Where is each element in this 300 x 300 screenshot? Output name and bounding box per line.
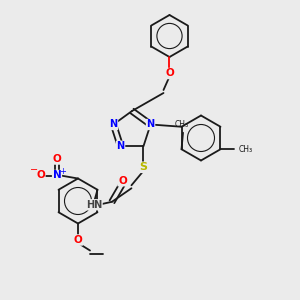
Text: O: O	[52, 154, 62, 164]
Text: N: N	[52, 170, 62, 181]
Text: N: N	[110, 119, 118, 130]
Text: O: O	[165, 68, 174, 79]
Text: CH₃: CH₃	[175, 120, 189, 129]
Text: O: O	[36, 170, 45, 181]
Text: N: N	[116, 141, 124, 151]
Text: CH₃: CH₃	[238, 145, 253, 154]
Text: −: −	[30, 165, 39, 175]
Text: +: +	[59, 167, 66, 176]
Text: O: O	[118, 176, 127, 186]
Text: S: S	[140, 162, 148, 172]
Text: HN: HN	[86, 200, 102, 210]
Text: N: N	[146, 119, 154, 130]
Text: O: O	[74, 235, 82, 245]
